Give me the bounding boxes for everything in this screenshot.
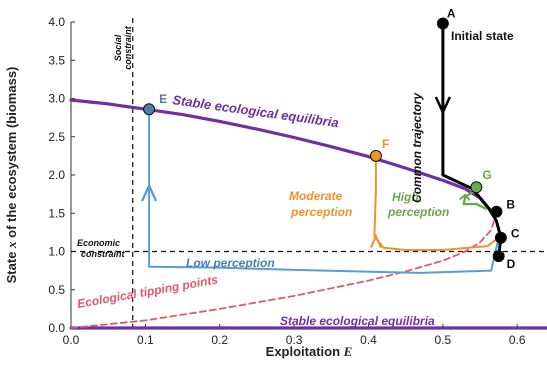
point-label-d: D	[507, 257, 516, 271]
y-tick-label: 3.0	[48, 92, 65, 106]
x-tick-label: 0.3	[286, 333, 303, 347]
annotation-high-line1: High	[392, 190, 419, 204]
point-e	[143, 103, 156, 116]
social-constraint-label-line2: constraint	[123, 25, 133, 70]
point-label-e: E	[159, 92, 167, 106]
x-tick-label: 0.4	[360, 333, 377, 347]
series-low-perception	[148, 108, 500, 274]
x-tick-label: 0.5	[435, 333, 452, 347]
y-tick-label: 0.5	[48, 283, 65, 297]
common-trajectory-arrow	[434, 96, 452, 116]
y-tick-label: 3.5	[48, 53, 65, 67]
x-tick-label: 0.1	[137, 333, 154, 347]
point-g	[470, 181, 483, 194]
chart-marks: A B C D E F G	[143, 7, 520, 271]
y-tick-label: 4.0	[48, 15, 65, 29]
economic-constraint-label-line1: Economic	[77, 238, 120, 248]
point-label-g: G	[482, 168, 491, 182]
point-a	[436, 17, 449, 30]
point-f	[369, 149, 382, 162]
y-tick-label: 2.0	[48, 168, 65, 182]
point-label-f: F	[382, 137, 389, 151]
high-perception-arrow	[459, 193, 471, 201]
x-tick-label: 0.0	[63, 333, 80, 347]
series-moderate-perception	[373, 154, 500, 251]
series-tipping-points	[70, 212, 498, 329]
annotation-low-perception: Low perception	[186, 256, 275, 270]
low-perception-arrow	[141, 182, 158, 202]
annotation-initial-state: Initial state	[451, 29, 514, 43]
x-tick-label: 0.6	[509, 333, 526, 347]
annotation-stable-bottom: Stable ecological equilibria	[280, 314, 435, 328]
series-high-perception	[462, 188, 488, 210]
y-axis-label: State x of the ecosystem (biomass)	[4, 67, 19, 284]
point-d	[492, 250, 505, 263]
annotation-common-trajectory: Common trajectory	[410, 92, 424, 203]
annotation-moderate-line1: Moderate	[289, 189, 343, 203]
series-common-trajectory	[441, 20, 503, 258]
point-label-b: B	[506, 198, 515, 212]
y-tick-label: 2.5	[48, 130, 65, 144]
point-b	[490, 205, 503, 218]
annotation-high-line2: perception	[387, 205, 449, 219]
annotation-tipping-points: Ecological tipping points	[76, 272, 219, 311]
y-tick-label: 1.5	[48, 206, 65, 220]
point-label-a: A	[447, 7, 456, 21]
moderate-perception-arrow	[370, 233, 382, 249]
x-axis-label: Exploitation E	[266, 344, 353, 359]
chart-axes: 0.0 0.1 0.2 0.3 0.4 0.5 0.6 0.0 0.5 1.0 1.5 2.0 2.5 3…	[48, 15, 547, 347]
y-tick-label: 0.0	[48, 321, 65, 335]
annotation-moderate-line2: perception	[290, 205, 352, 219]
economic-constraint-label-line2: constraint	[81, 249, 126, 259]
social-constraint-label-line1: Social	[113, 34, 123, 61]
chart-curves	[69, 18, 547, 330]
point-c	[494, 231, 507, 244]
x-tick-label: 0.2	[211, 333, 228, 347]
annotation-stable-top: Stable ecological equilibria	[172, 92, 340, 130]
point-label-c: C	[511, 227, 520, 241]
y-tick-label: 1.0	[48, 245, 65, 259]
